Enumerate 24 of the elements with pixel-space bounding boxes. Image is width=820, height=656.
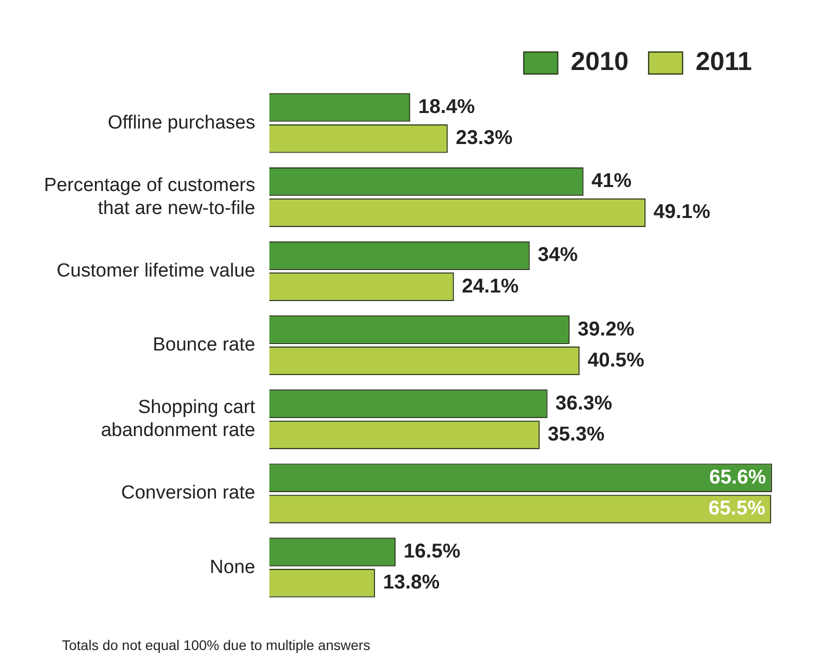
y-tick-label: Conversion rate [121, 482, 256, 504]
y-tick-label: Percentage of customers that are new-to-file [44, 174, 256, 219]
data-label: 40.5% [588, 349, 645, 372]
data-label: 36.3% [555, 392, 612, 414]
data-label: 65.6% [709, 466, 766, 488]
data-label: 65.5% [708, 498, 766, 520]
data-label: 24.1% [462, 275, 519, 298]
data-label: 39.2% [578, 318, 635, 340]
data-label: 18.4% [418, 96, 476, 118]
y-tick-label: Shopping cart abandonment rate [100, 397, 256, 442]
legend-label: 2011 [696, 46, 752, 76]
y-tick-label: Bounce rate [152, 334, 256, 356]
legend-label: 2010 [570, 46, 629, 76]
data-label: 23.3% [456, 127, 513, 150]
data-label: 16.5% [404, 540, 461, 563]
data-label: 35.3% [548, 423, 605, 446]
data-label: 34% [538, 244, 578, 266]
data-label: 13.8% [382, 572, 440, 594]
y-tick-label: Offline purchases [108, 112, 256, 134]
text: Totals do not equal 100% due to multiple answers [62, 637, 370, 653]
y-tick-label: None [210, 556, 256, 578]
data-label: 49.1% [654, 201, 710, 224]
y-tick-label: Customer lifetime value [56, 260, 256, 282]
data-label: 41% [591, 170, 632, 192]
